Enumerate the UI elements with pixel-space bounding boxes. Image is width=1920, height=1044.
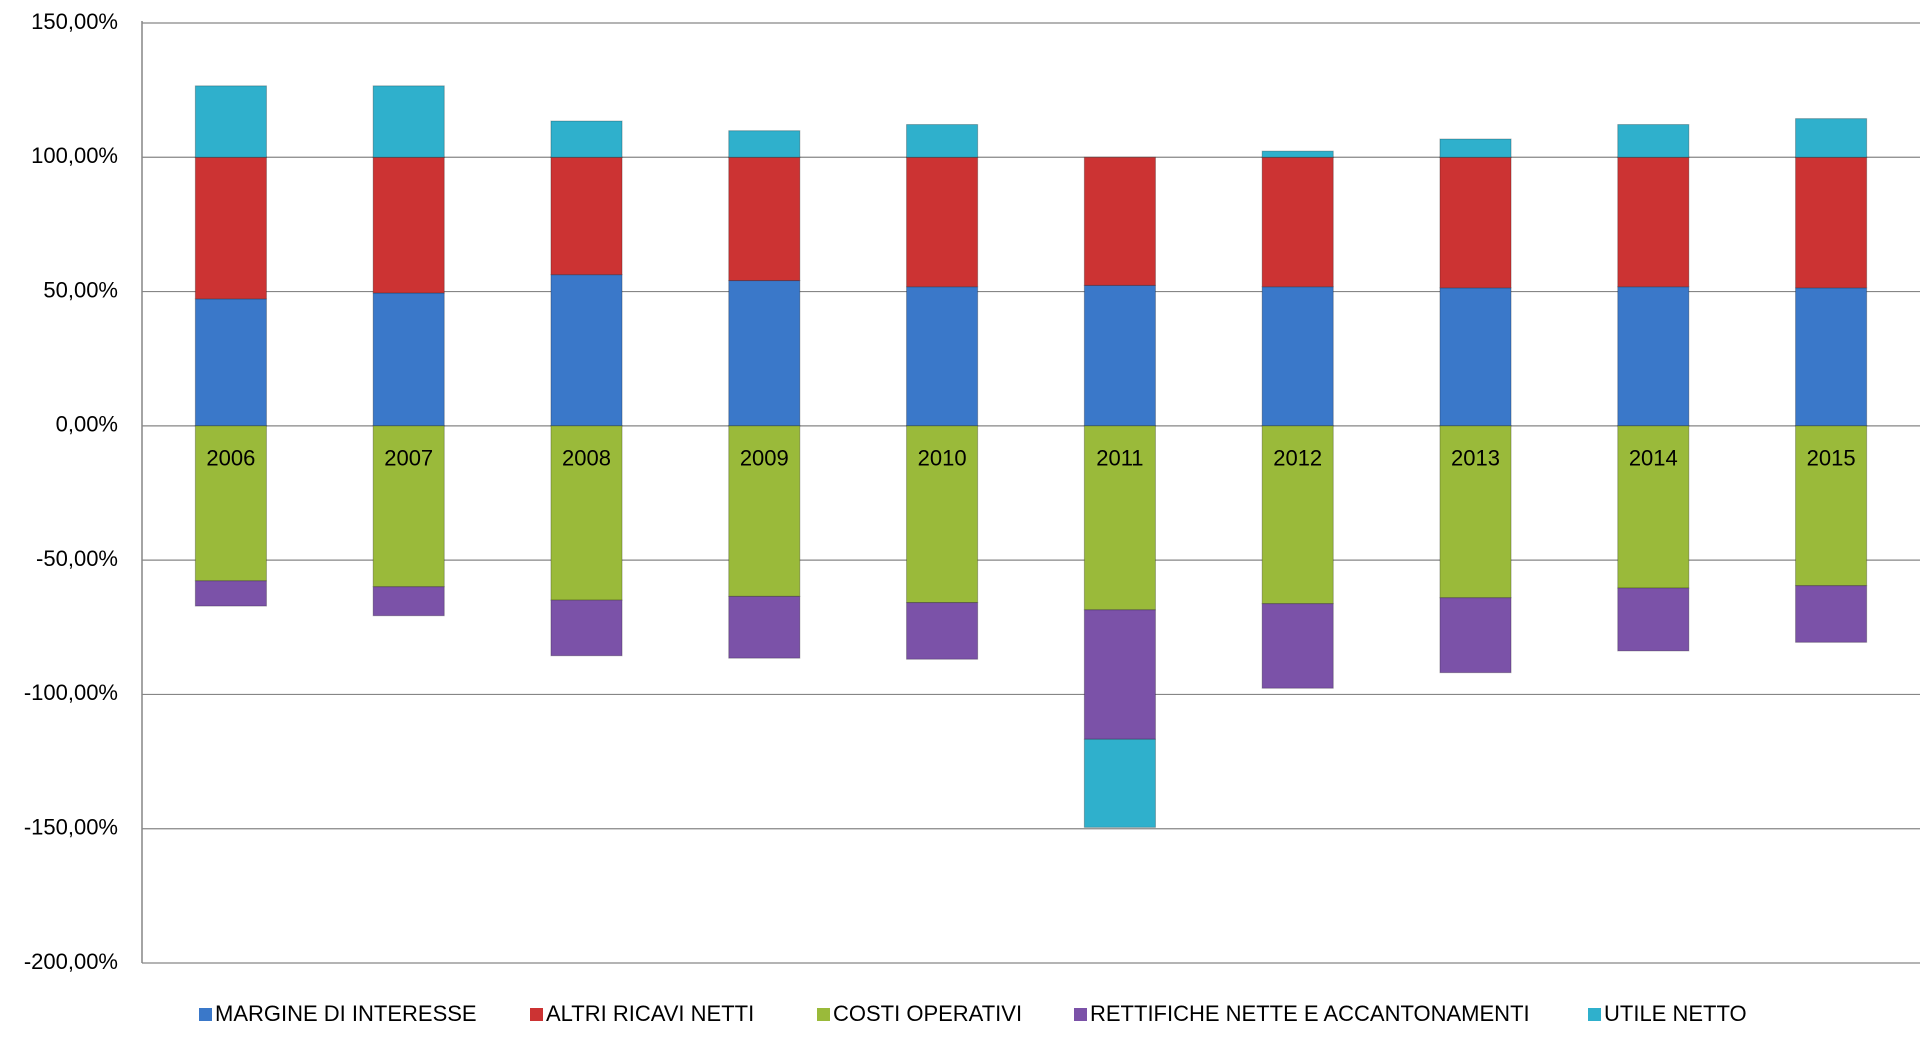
y-tick-label: -100,00% xyxy=(24,680,118,705)
bar-segment xyxy=(728,595,801,659)
bar-segment xyxy=(728,280,801,427)
bar-segment xyxy=(1083,284,1156,427)
bar-segment xyxy=(1261,150,1334,158)
legend-marker xyxy=(1588,1008,1601,1021)
bar-segment xyxy=(1261,156,1334,288)
bar-segment xyxy=(1261,603,1334,689)
bar-segment xyxy=(194,425,267,582)
y-tick-label: 150,00% xyxy=(31,9,118,34)
bar-segment xyxy=(1617,587,1690,652)
bar-segment xyxy=(1083,156,1156,286)
y-tick-label: -200,00% xyxy=(24,949,118,974)
x-tick-label: 2011 xyxy=(1096,446,1143,471)
bar-segment xyxy=(1795,156,1868,289)
bar-segment xyxy=(906,602,979,660)
bar-segment xyxy=(1083,425,1156,611)
bar-segment xyxy=(194,85,267,158)
bar-segment xyxy=(550,120,623,158)
legend-label: UTILE NETTO xyxy=(1604,1001,1747,1026)
bar-segment xyxy=(550,274,623,427)
bar-segment xyxy=(372,292,445,427)
y-tick-label: 50,00% xyxy=(43,277,118,302)
bar-segment xyxy=(1439,138,1512,158)
legend-label: RETTIFICHE NETTE E ACCANTONAMENTI xyxy=(1090,1001,1530,1026)
bar-segment xyxy=(1795,585,1868,643)
bar-segment xyxy=(1261,425,1334,605)
legend-label: ALTRI RICAVI NETTI xyxy=(546,1001,754,1026)
x-tick-label: 2013 xyxy=(1451,446,1500,471)
legend-label: MARGINE DI INTERESSE xyxy=(215,1001,477,1026)
bar-segment xyxy=(728,130,801,158)
y-tick-label: -150,00% xyxy=(24,815,118,840)
bar-segment xyxy=(1617,286,1690,427)
x-tick-label: 2014 xyxy=(1629,446,1678,471)
bar-segment xyxy=(1795,425,1868,587)
bar-segment xyxy=(550,156,623,276)
y-tick-label: 0,00% xyxy=(56,412,118,437)
bar-segment xyxy=(1795,118,1868,158)
bar-segment xyxy=(1439,287,1512,427)
legend-marker xyxy=(530,1008,543,1021)
bar-segment xyxy=(906,156,979,288)
legend-marker xyxy=(199,1008,212,1021)
y-tick-label: -50,00% xyxy=(36,546,118,571)
bar-segment xyxy=(372,586,445,617)
x-tick-label: 2015 xyxy=(1807,446,1856,471)
bar-segment xyxy=(1795,287,1868,427)
bar-segment xyxy=(372,85,445,158)
bar-segment xyxy=(194,580,267,607)
bar-segment xyxy=(1617,156,1690,288)
bar-segment xyxy=(1617,425,1690,589)
bar-segment xyxy=(194,298,267,427)
x-tick-label: 2006 xyxy=(206,446,255,471)
x-tick-label: 2012 xyxy=(1273,446,1322,471)
bar-segment xyxy=(194,156,267,300)
bar-segment xyxy=(1083,609,1156,740)
bar-segment xyxy=(1083,738,1156,828)
bar-segment xyxy=(906,286,979,427)
bar-segment xyxy=(372,156,445,294)
legend-label: COSTI OPERATIVI xyxy=(833,1001,1022,1026)
x-tick-label: 2009 xyxy=(740,446,789,471)
bar-segment xyxy=(728,156,801,282)
x-tick-label: 2008 xyxy=(562,446,611,471)
x-tick-label: 2010 xyxy=(918,446,967,471)
bar-segment xyxy=(1261,286,1334,427)
bar-segment xyxy=(1439,425,1512,599)
bar-segment xyxy=(906,124,979,158)
legend-marker xyxy=(1074,1008,1087,1021)
y-tick-label: 100,00% xyxy=(31,143,118,168)
bar-segment xyxy=(1439,156,1512,289)
legend-marker xyxy=(817,1008,830,1021)
bar-segment xyxy=(1617,124,1690,158)
x-tick-label: 2007 xyxy=(384,446,433,471)
bar-segment xyxy=(550,599,623,657)
bar-segment xyxy=(1439,597,1512,674)
